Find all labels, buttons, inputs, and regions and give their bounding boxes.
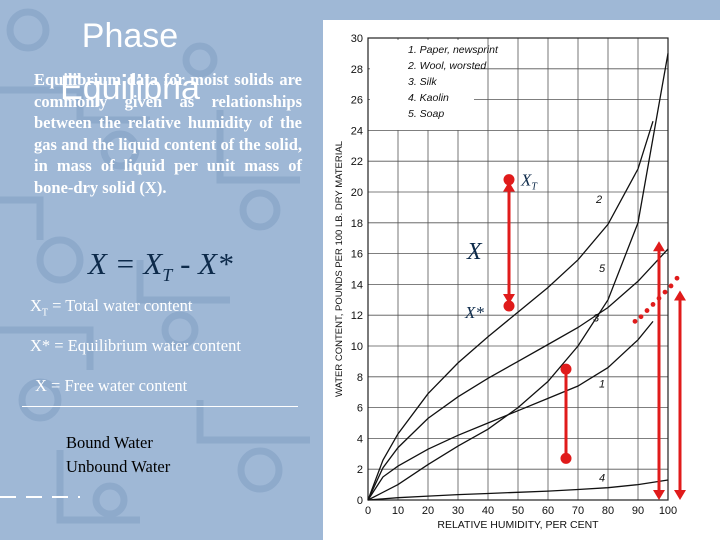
equilibrium-water-dot bbox=[503, 300, 515, 312]
unbound-water-label: Unbound Water bbox=[66, 457, 171, 476]
x-tick-label: 0 bbox=[365, 505, 371, 517]
y-tick-label: 4 bbox=[357, 433, 363, 445]
equation-lhs: X = X bbox=[88, 246, 163, 281]
legend-entry: 2. Wool, worsted bbox=[407, 60, 487, 72]
x-tick-label: 20 bbox=[422, 505, 434, 517]
dotted-mark bbox=[638, 314, 644, 320]
right-arrow-1-head-top bbox=[653, 241, 665, 252]
x-tick-label: 40 bbox=[482, 505, 494, 517]
y-tick-label: 30 bbox=[351, 33, 363, 45]
x-tick-label: 10 bbox=[392, 505, 404, 517]
legend-entry: 3. Silk bbox=[408, 76, 437, 88]
legend-box bbox=[370, 40, 474, 130]
series-line-4 bbox=[367, 479, 669, 501]
y-tick-label: 28 bbox=[351, 64, 363, 76]
series-label: 4 bbox=[599, 473, 605, 485]
definition-symbol: X bbox=[30, 296, 42, 315]
puzzle-pattern bbox=[0, 8, 310, 524]
equation-rhs: - X* bbox=[172, 246, 233, 281]
definition-equilibrium-water: X* = Equilibrium water content bbox=[30, 336, 241, 355]
free-water-arrow-head-bottom bbox=[503, 293, 515, 304]
legend-entry: 4. Kaolin bbox=[408, 92, 449, 104]
plot-frame bbox=[367, 37, 669, 501]
x-tick-label: 70 bbox=[572, 505, 584, 517]
dashed-divider bbox=[0, 496, 80, 498]
dotted-mark bbox=[650, 302, 656, 307]
y-tick-label: 24 bbox=[351, 125, 363, 137]
total-water-dot bbox=[503, 174, 515, 186]
x-tick-label: 60 bbox=[542, 505, 554, 517]
y-tick-label: 18 bbox=[351, 218, 363, 230]
definition-text: = Total water content bbox=[48, 296, 193, 315]
definition-subscript: T bbox=[41, 307, 49, 319]
legend-entry: 5. Soap bbox=[408, 108, 444, 120]
series-label: 1 bbox=[599, 379, 605, 391]
free-water-arrow-head-top bbox=[503, 181, 515, 192]
x-tick-label: 100 bbox=[659, 505, 677, 517]
xt-subscript: T bbox=[531, 182, 538, 193]
dotted-mark bbox=[674, 275, 680, 281]
dotted-mark bbox=[656, 295, 662, 301]
xt-label: XT bbox=[520, 171, 538, 193]
y-tick-label: 0 bbox=[357, 495, 363, 507]
series-line-1 bbox=[367, 320, 654, 501]
y-tick-label: 2 bbox=[357, 464, 363, 476]
series-line-3 bbox=[367, 248, 669, 501]
slide-title: Phase Equilibria bbox=[60, 17, 200, 107]
xstar-label: X* bbox=[464, 303, 484, 322]
series-line-5 bbox=[367, 53, 669, 501]
intro-paragraph: Equilibrium data for moist solids are co… bbox=[34, 70, 302, 197]
y-tick-label: 26 bbox=[351, 95, 363, 107]
chart-panel: 0 10 20 30 40 50 60 70 80 90 100 0 2 4 6 8 10 12 14 16 18 20 2… bbox=[323, 20, 720, 540]
y-tick-label: 22 bbox=[351, 156, 363, 168]
equilibrium-chart: 0 10 20 30 40 50 60 70 80 90 100024681012141618202… bbox=[334, 33, 686, 531]
series-line-2 bbox=[367, 121, 654, 501]
y-tick-label: 16 bbox=[351, 249, 363, 261]
left-arrow-top-dot bbox=[560, 363, 572, 375]
right-arrow-2-head-top bbox=[674, 290, 686, 301]
divider bbox=[22, 406, 298, 407]
x-tick-label: 90 bbox=[632, 505, 644, 517]
y-tick-label: 6 bbox=[357, 403, 363, 415]
left-arrow-bottom-dot bbox=[560, 452, 572, 464]
right-arrow-2-head-bottom bbox=[674, 490, 686, 500]
definition-total-water: XT = Total water content bbox=[30, 296, 192, 318]
y-axis-label: WATER CONTENT, POUNDS PER 100 LB. DRY MA… bbox=[334, 141, 345, 397]
right-arrow-1-head-bottom bbox=[653, 490, 665, 500]
bound-water-label: Bound Water bbox=[66, 433, 153, 452]
dotted-mark bbox=[662, 289, 668, 295]
free-water-equation: X = XT - X* bbox=[88, 246, 233, 286]
y-tick-label: 20 bbox=[351, 187, 363, 199]
dotted-mark bbox=[668, 283, 674, 289]
series-label: 3 bbox=[593, 312, 600, 324]
equation-subscript: T bbox=[162, 265, 173, 286]
y-tick-label: 10 bbox=[351, 341, 363, 353]
x-axis-label: RELATIVE HUMIDITY, PER CENT bbox=[437, 519, 599, 531]
x-tick-label: 80 bbox=[602, 505, 614, 517]
x-label: X bbox=[466, 239, 483, 265]
x-tick-label: 30 bbox=[452, 505, 464, 517]
legend-entry: 1. Paper, newsprint bbox=[408, 44, 499, 56]
series-label: 5 bbox=[599, 263, 606, 275]
y-tick-label: 14 bbox=[351, 279, 363, 291]
dotted-mark bbox=[632, 318, 638, 324]
y-tick-label: 8 bbox=[357, 372, 363, 384]
series-label: 2 bbox=[595, 194, 602, 206]
dotted-mark bbox=[644, 308, 650, 313]
definition-free-water: X = Free water content bbox=[35, 376, 188, 395]
y-tick-label: 12 bbox=[351, 310, 363, 322]
x-tick-label: 50 bbox=[512, 505, 524, 517]
